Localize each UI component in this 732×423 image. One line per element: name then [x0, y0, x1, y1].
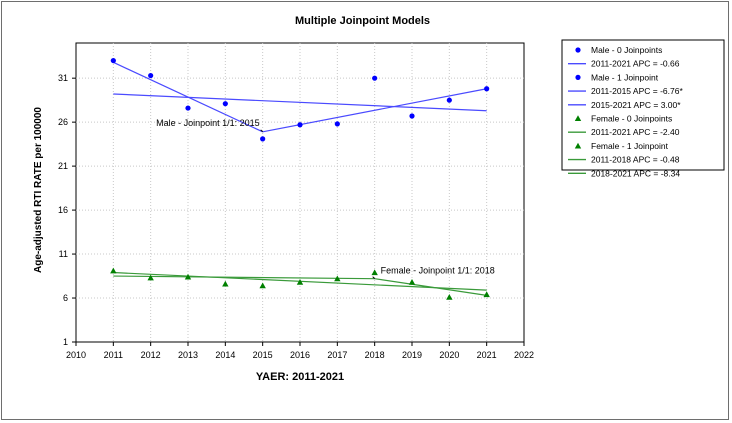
legend-marker	[574, 115, 582, 122]
legend-marker	[574, 142, 582, 149]
female-data-point	[147, 274, 154, 281]
annotation-pointer	[372, 276, 376, 280]
male-data-point	[409, 113, 415, 119]
y-tick-label: 6	[63, 293, 68, 303]
female-data-point	[334, 275, 341, 282]
male-data-point	[446, 97, 452, 103]
x-tick-label: 2012	[141, 350, 161, 360]
y-tick-label: 16	[58, 205, 68, 215]
female-data-point	[296, 279, 304, 285]
x-tick-label: 2015	[253, 350, 273, 360]
legend-label: 2011-2021 APC = -2.40	[591, 127, 680, 137]
male-data-point	[222, 101, 228, 107]
female-data-point	[408, 279, 416, 285]
plot-area	[75, 42, 525, 343]
fit-line	[113, 275, 375, 280]
chart-title: Multiple Joinpoint Models	[295, 15, 430, 27]
x-tick-label: 2019	[402, 350, 422, 360]
x-tick-label: 2010	[66, 350, 86, 360]
x-axis-label: YAER: 2011-2021	[256, 371, 344, 383]
male-data-point	[110, 57, 116, 64]
female-data-point	[222, 280, 229, 287]
male-data-point	[372, 75, 378, 81]
legend-box	[561, 39, 725, 171]
legend-label: 2015-2021 APC = 3.00*	[591, 100, 681, 110]
y-tick-label: 11	[59, 249, 68, 259]
y-axis-label: Age-adjusted RTI RATE per 100000	[33, 107, 44, 273]
male-data-point	[334, 121, 340, 127]
legend-label: Female - 0 Joinpoints	[591, 114, 672, 124]
legend-marker	[575, 74, 581, 80]
annotation-label: Female - Joinpoint 1/1: 2018	[381, 266, 495, 276]
legend-label: Male - 1 Joinpoint	[591, 72, 659, 82]
legend-marker	[575, 47, 581, 53]
female-data-point	[184, 273, 192, 280]
x-tick-label: 2018	[365, 350, 385, 360]
x-tick-label: 2022	[514, 350, 534, 360]
female-data-point	[446, 293, 453, 300]
annotation-label: Male - Joinpoint 1/1: 2015	[156, 118, 260, 128]
legend-label: Female - 1 Joinpoint	[591, 141, 669, 151]
legend-label: 2011-2015 APC = -6.76*	[591, 86, 683, 96]
y-tick-label: 26	[58, 117, 68, 127]
male-data-point	[297, 122, 303, 128]
series-markers	[110, 57, 490, 300]
male-data-point	[484, 86, 490, 92]
x-axis-ticks: 2010 2011 2012 2013 2014 2015 2016 2017 2018 2019…	[66, 342, 534, 360]
x-tick-label: 2017	[327, 350, 347, 360]
x-tick-label: 2021	[477, 350, 497, 360]
female-data-point	[110, 267, 117, 274]
x-tick-label: 2013	[178, 350, 198, 360]
legend-label: 2011-2018 APC = -0.48	[591, 155, 680, 165]
x-tick-label: 2014	[215, 350, 235, 360]
female-data-point	[259, 282, 266, 289]
fit-line	[113, 61, 263, 133]
female-data-point	[483, 291, 490, 298]
male-data-point	[148, 72, 154, 79]
annotation-pointer	[260, 129, 264, 133]
x-tick-label: 2020	[439, 350, 459, 360]
female-data-point	[371, 269, 378, 276]
legend: Male - 0 Joinpoints 2011-2021 APC = -0.66…	[568, 45, 683, 178]
legend-label: 2011-2021 APC = -0.66	[591, 59, 680, 69]
legend-label: 2018-2021 APC = -8.34	[591, 168, 680, 178]
y-tick-label: 31	[58, 73, 68, 83]
x-tick-label: 2016	[290, 350, 310, 360]
annotations: Male - Joinpoint 1/1: 2015 Female - Joinp…	[156, 118, 495, 280]
male-data-point	[260, 136, 266, 142]
fit-line	[113, 93, 487, 112]
male-data-point	[185, 105, 191, 111]
fit-line	[374, 278, 487, 296]
legend-label: Male - 0 Joinpoints	[591, 45, 662, 55]
y-tick-label: 21	[58, 161, 68, 171]
x-tick-label: 2011	[104, 350, 123, 360]
y-tick-label: 1	[63, 337, 68, 347]
